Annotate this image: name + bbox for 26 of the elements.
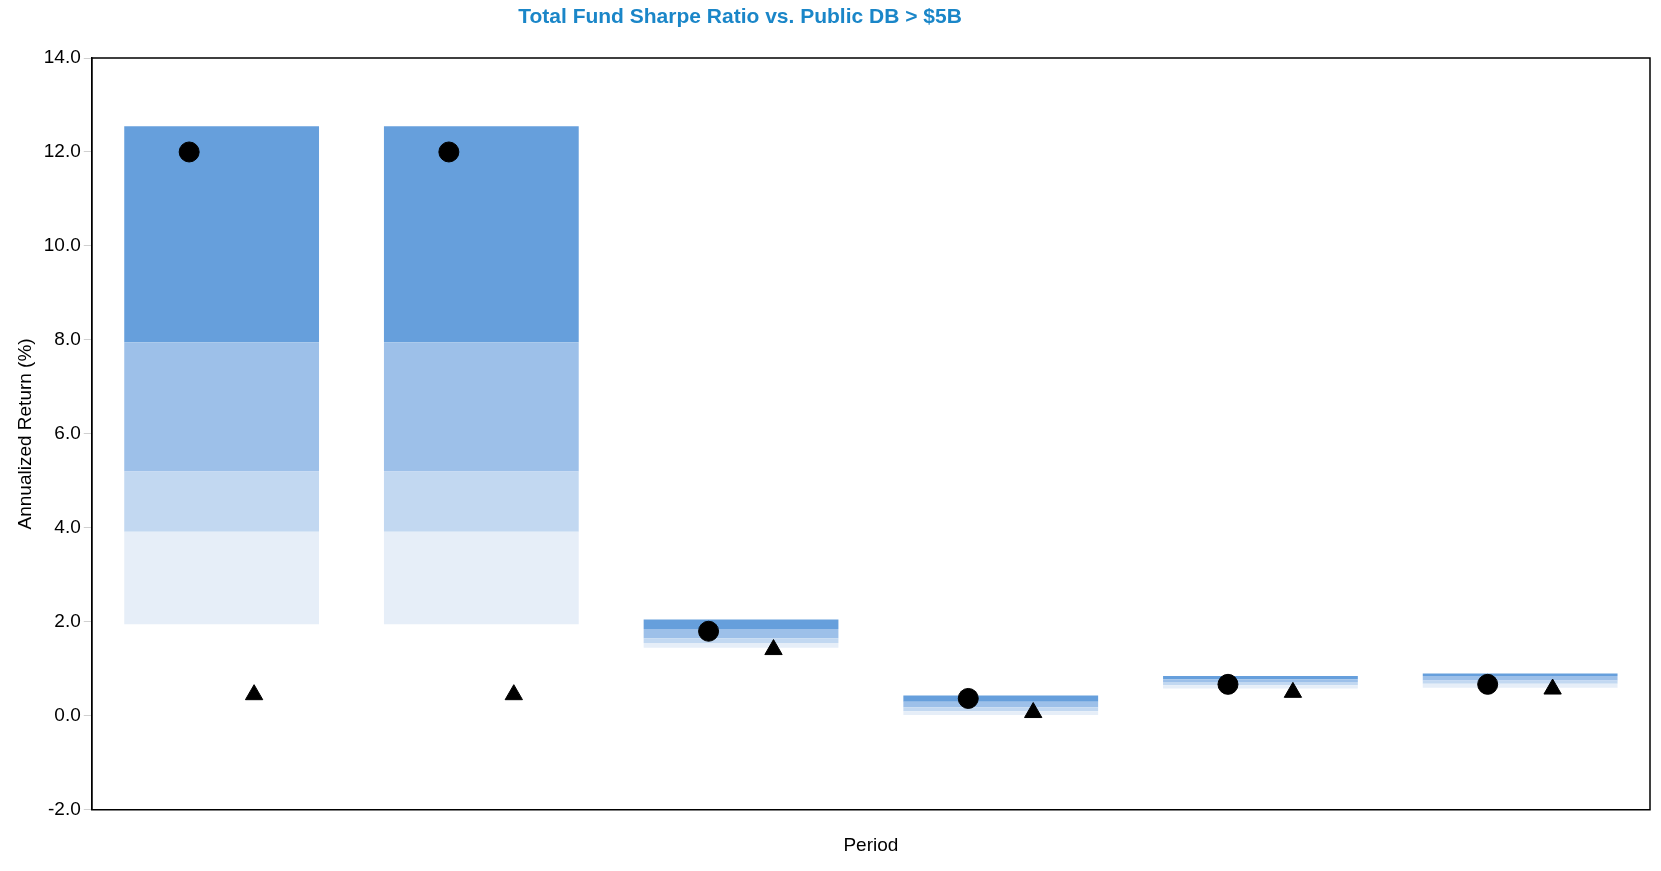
y-axis-title: Annualized Return (%) xyxy=(13,338,35,530)
y-tick-label: 2.0 xyxy=(54,610,81,632)
chart-title: Total Fund Sharpe Ratio vs. Public DB > $5B xyxy=(517,4,963,28)
y-tick-label: 12.0 xyxy=(43,140,81,162)
y-tick-label: 8.0 xyxy=(54,328,81,350)
x-axis-title: Period xyxy=(843,833,899,855)
y-tick-label: 10.0 xyxy=(43,234,81,256)
y-tick-label: 14.0 xyxy=(43,46,81,68)
bar xyxy=(643,638,839,643)
bar xyxy=(124,126,320,343)
bar xyxy=(383,126,579,343)
y-tick-label: 0.0 xyxy=(54,704,81,726)
bar xyxy=(1422,675,1618,681)
bar xyxy=(903,707,1099,712)
bar xyxy=(124,471,320,532)
y-tick-label: 4.0 xyxy=(54,516,81,538)
bar xyxy=(1163,679,1358,682)
bar xyxy=(383,342,579,472)
bar xyxy=(643,642,839,648)
bar xyxy=(124,342,320,472)
bar xyxy=(383,531,579,625)
y-tick-label: -2.0 xyxy=(48,798,81,820)
bar xyxy=(383,471,579,532)
y-tick-label: 6.0 xyxy=(54,422,81,444)
bar xyxy=(124,531,320,625)
bar xyxy=(903,711,1099,715)
